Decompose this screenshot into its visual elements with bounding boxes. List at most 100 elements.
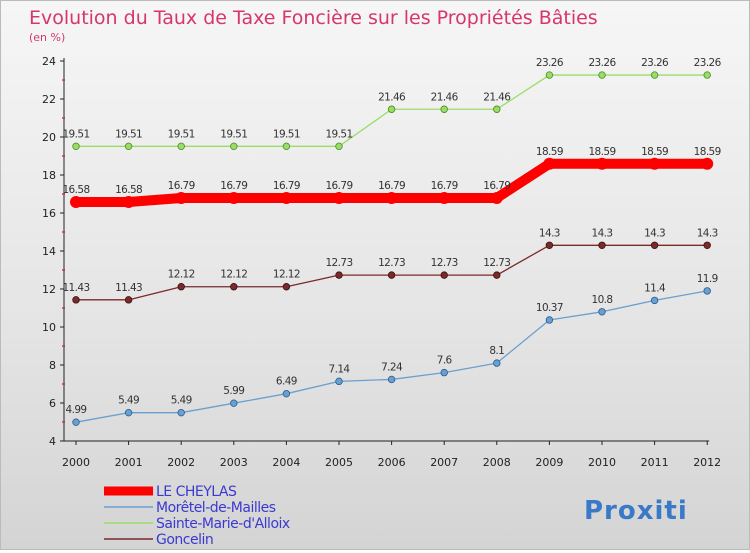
x-tick-label: 2002 bbox=[167, 456, 195, 469]
data-label: 16.79 bbox=[431, 180, 458, 192]
data-point bbox=[493, 359, 501, 367]
data-point bbox=[282, 142, 291, 151]
y-tick-label: 4 bbox=[49, 435, 56, 448]
legend-label: Morêtel-de-Mailles bbox=[156, 500, 276, 516]
data-point bbox=[650, 296, 659, 305]
data-label: 16.79 bbox=[378, 180, 405, 192]
data-label: 7.24 bbox=[381, 361, 403, 373]
x-tick-label: 2001 bbox=[115, 456, 143, 469]
data-point bbox=[282, 389, 291, 398]
data-point bbox=[493, 105, 501, 113]
axes: 4 6 8 10 12 14 16 18 20 22 24 2000 2001 2002 2003 2004 2… bbox=[42, 55, 721, 469]
data-label: 10.8 bbox=[592, 294, 613, 306]
x-tick-label: 2011 bbox=[641, 456, 669, 469]
data-point bbox=[230, 142, 238, 151]
data-point bbox=[545, 241, 554, 249]
data-point bbox=[175, 191, 188, 204]
data-label: 8.1 bbox=[489, 345, 504, 357]
data-label: 16.79 bbox=[220, 180, 247, 192]
data-point bbox=[333, 191, 345, 204]
data-point bbox=[177, 283, 185, 291]
data-point bbox=[72, 142, 80, 151]
legend-label: Goncelin bbox=[156, 532, 213, 548]
y-tick-label: 14 bbox=[42, 245, 56, 258]
data-point bbox=[124, 142, 133, 151]
data-label: 12.12 bbox=[273, 269, 300, 281]
data-point bbox=[70, 195, 82, 208]
brand-text: Proxiti bbox=[584, 496, 688, 526]
data-point bbox=[598, 71, 606, 79]
data-point bbox=[490, 191, 503, 204]
legend: LE CHEYLASMorêtel-de-MaillesSainte-Marie… bbox=[104, 484, 290, 548]
data-point bbox=[387, 375, 396, 384]
data-point bbox=[387, 105, 396, 113]
data-point bbox=[438, 191, 451, 204]
data-label: 7.6 bbox=[437, 355, 453, 367]
data-label: 16.79 bbox=[168, 180, 195, 192]
legend-label: Sainte-Marie-d'Alloix bbox=[156, 516, 290, 532]
data-label: 11.4 bbox=[644, 282, 666, 294]
data-point bbox=[124, 408, 133, 417]
x-tick-label: 2003 bbox=[220, 456, 248, 469]
data-point bbox=[493, 271, 501, 279]
proxiti-logo: Proxiti bbox=[584, 496, 688, 526]
y-tick-label: 8 bbox=[49, 359, 56, 372]
data-point bbox=[545, 71, 554, 79]
data-point bbox=[385, 191, 398, 204]
data-label: 12.73 bbox=[431, 257, 458, 269]
y-tick-label: 18 bbox=[42, 169, 56, 182]
data-label: 16.79 bbox=[483, 180, 510, 192]
series-3: 11.43 11.43 12.12 12.12 12.12 12.73 12.73 12.73… bbox=[62, 227, 718, 304]
data-point bbox=[124, 296, 133, 304]
series-2: 19.51 19.51 19.51 19.51 19.51 19.51 21.46 21.46… bbox=[62, 57, 722, 151]
x-tick-label: 2007 bbox=[430, 456, 458, 469]
data-point bbox=[280, 191, 293, 204]
data-label: 14.3 bbox=[697, 227, 718, 239]
data-label: 14.3 bbox=[539, 227, 560, 239]
x-tick-label: 2004 bbox=[272, 456, 300, 469]
data-point bbox=[596, 157, 608, 170]
data-label: 12.12 bbox=[220, 269, 247, 281]
data-point bbox=[648, 157, 661, 170]
x-tick-label: 2009 bbox=[535, 456, 563, 469]
data-label: 4.99 bbox=[66, 404, 87, 416]
data-point bbox=[335, 271, 343, 279]
data-point bbox=[335, 142, 343, 151]
data-point bbox=[440, 105, 448, 113]
data-label: 23.26 bbox=[588, 57, 616, 69]
data-label: 7.14 bbox=[329, 363, 351, 375]
data-point bbox=[650, 241, 659, 249]
data-label: 5.49 bbox=[118, 395, 139, 407]
data-label: 18.59 bbox=[588, 146, 615, 158]
data-label: 14.3 bbox=[644, 227, 665, 239]
data-label: 16.79 bbox=[273, 180, 300, 192]
data-point bbox=[72, 296, 80, 304]
x-tick-label: 2006 bbox=[378, 456, 406, 469]
x-tick-label: 2000 bbox=[62, 456, 90, 469]
legend-label: LE CHEYLAS bbox=[156, 484, 237, 500]
data-point bbox=[703, 287, 711, 295]
data-point bbox=[598, 308, 606, 316]
data-label: 11.43 bbox=[115, 282, 142, 294]
data-label: 12.73 bbox=[325, 257, 352, 269]
data-label: 19.51 bbox=[168, 128, 195, 140]
data-label: 5.49 bbox=[171, 395, 192, 407]
y-tick-label: 6 bbox=[49, 397, 56, 410]
data-label: 6.49 bbox=[276, 376, 297, 388]
series-0: 16.58 16.58 16.79 16.79 16.79 16.79 16.79 16.79… bbox=[62, 146, 721, 208]
data-point bbox=[650, 71, 659, 79]
data-label: 21.46 bbox=[483, 91, 511, 103]
data-label: 12.73 bbox=[378, 257, 405, 269]
data-label: 5.99 bbox=[223, 385, 244, 397]
data-point bbox=[282, 283, 291, 291]
data-point bbox=[703, 241, 711, 249]
data-label: 19.51 bbox=[273, 128, 300, 140]
y-tick-label: 24 bbox=[42, 55, 56, 68]
series-1: 4.99 5.49 5.49 5.99 6.49 7.14 7.24 7.6 8.1 10.37 1… bbox=[66, 273, 718, 426]
data-label: 19.51 bbox=[325, 128, 352, 140]
data-point bbox=[440, 368, 448, 377]
data-label: 21.46 bbox=[378, 91, 406, 103]
chart-subtitle: (en %) bbox=[29, 31, 65, 44]
y-tick-label: 20 bbox=[42, 131, 56, 144]
data-label: 10.37 bbox=[536, 302, 563, 314]
